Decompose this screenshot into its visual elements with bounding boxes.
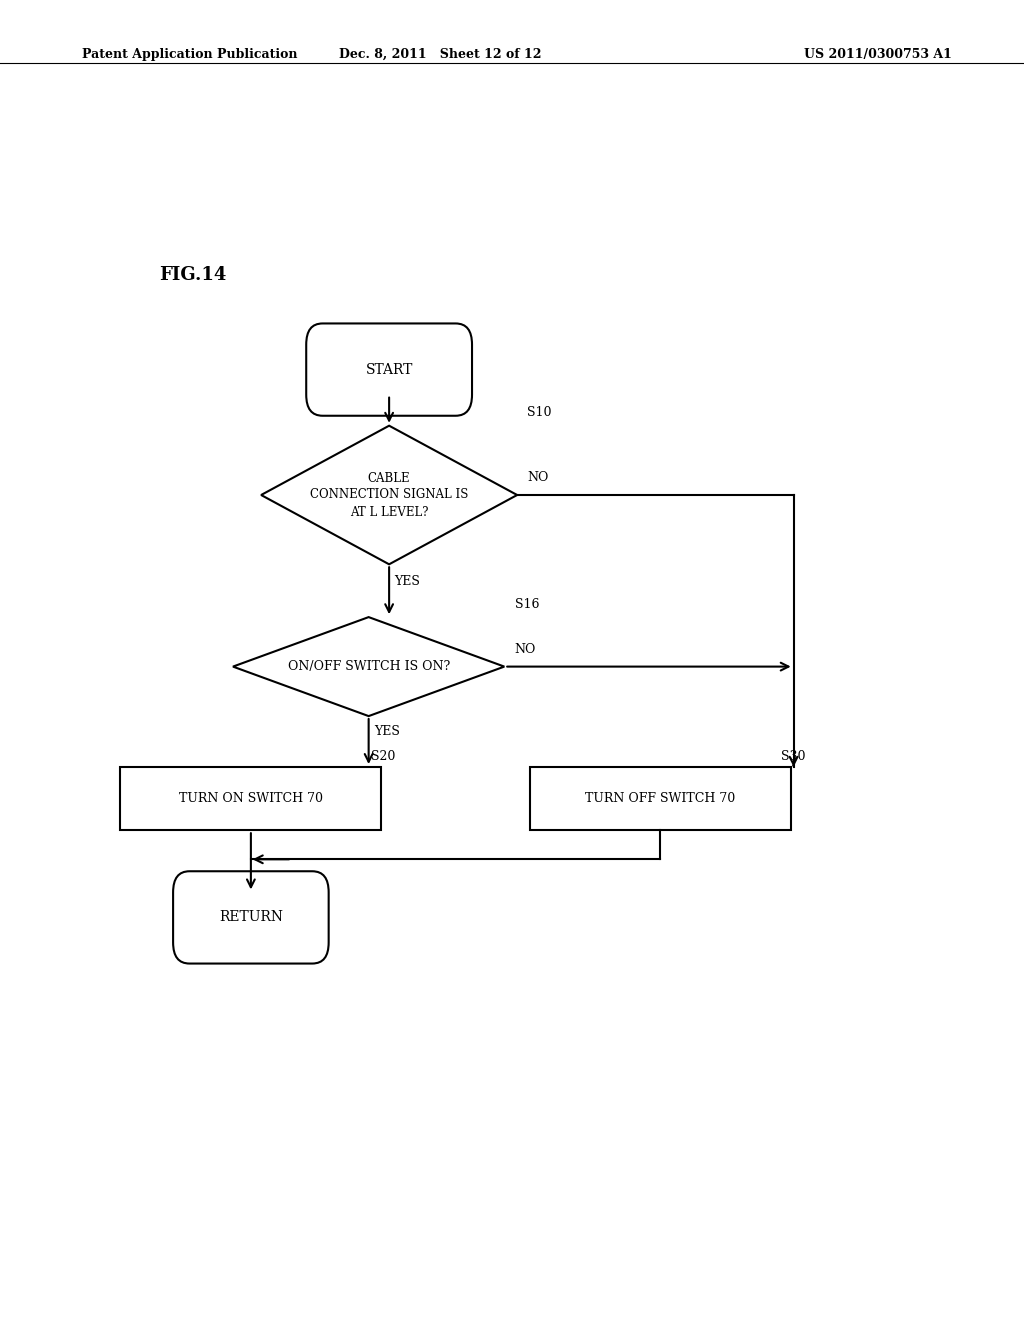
Bar	[121, 767, 381, 830]
Text: NO: NO	[514, 643, 536, 656]
Text: S10: S10	[527, 407, 552, 420]
Text: TURN ON SWITCH 70: TURN ON SWITCH 70	[179, 792, 323, 805]
Text: NO: NO	[527, 471, 549, 484]
Polygon shape	[232, 618, 504, 715]
Text: TURN OFF SWITCH 70: TURN OFF SWITCH 70	[586, 792, 735, 805]
Text: YES: YES	[374, 726, 399, 738]
Text: RETURN: RETURN	[219, 911, 283, 924]
Text: US 2011/0300753 A1: US 2011/0300753 A1	[805, 49, 952, 61]
Text: FIG.14: FIG.14	[159, 265, 226, 284]
Text: ON/OFF SWITCH IS ON?: ON/OFF SWITCH IS ON?	[288, 660, 450, 673]
Text: START: START	[366, 363, 413, 376]
Polygon shape	[261, 425, 517, 565]
Text: CABLE
CONNECTION SIGNAL IS
AT L LEVEL?: CABLE CONNECTION SIGNAL IS AT L LEVEL?	[310, 471, 468, 519]
Bar	[530, 767, 792, 830]
Text: S30: S30	[780, 750, 805, 763]
FancyBboxPatch shape	[306, 323, 472, 416]
Text: S20: S20	[371, 750, 395, 763]
Text: Dec. 8, 2011   Sheet 12 of 12: Dec. 8, 2011 Sheet 12 of 12	[339, 49, 542, 61]
Text: Patent Application Publication: Patent Application Publication	[82, 49, 297, 61]
Text: S16: S16	[514, 598, 539, 610]
FancyBboxPatch shape	[173, 871, 329, 964]
Text: YES: YES	[394, 576, 420, 587]
